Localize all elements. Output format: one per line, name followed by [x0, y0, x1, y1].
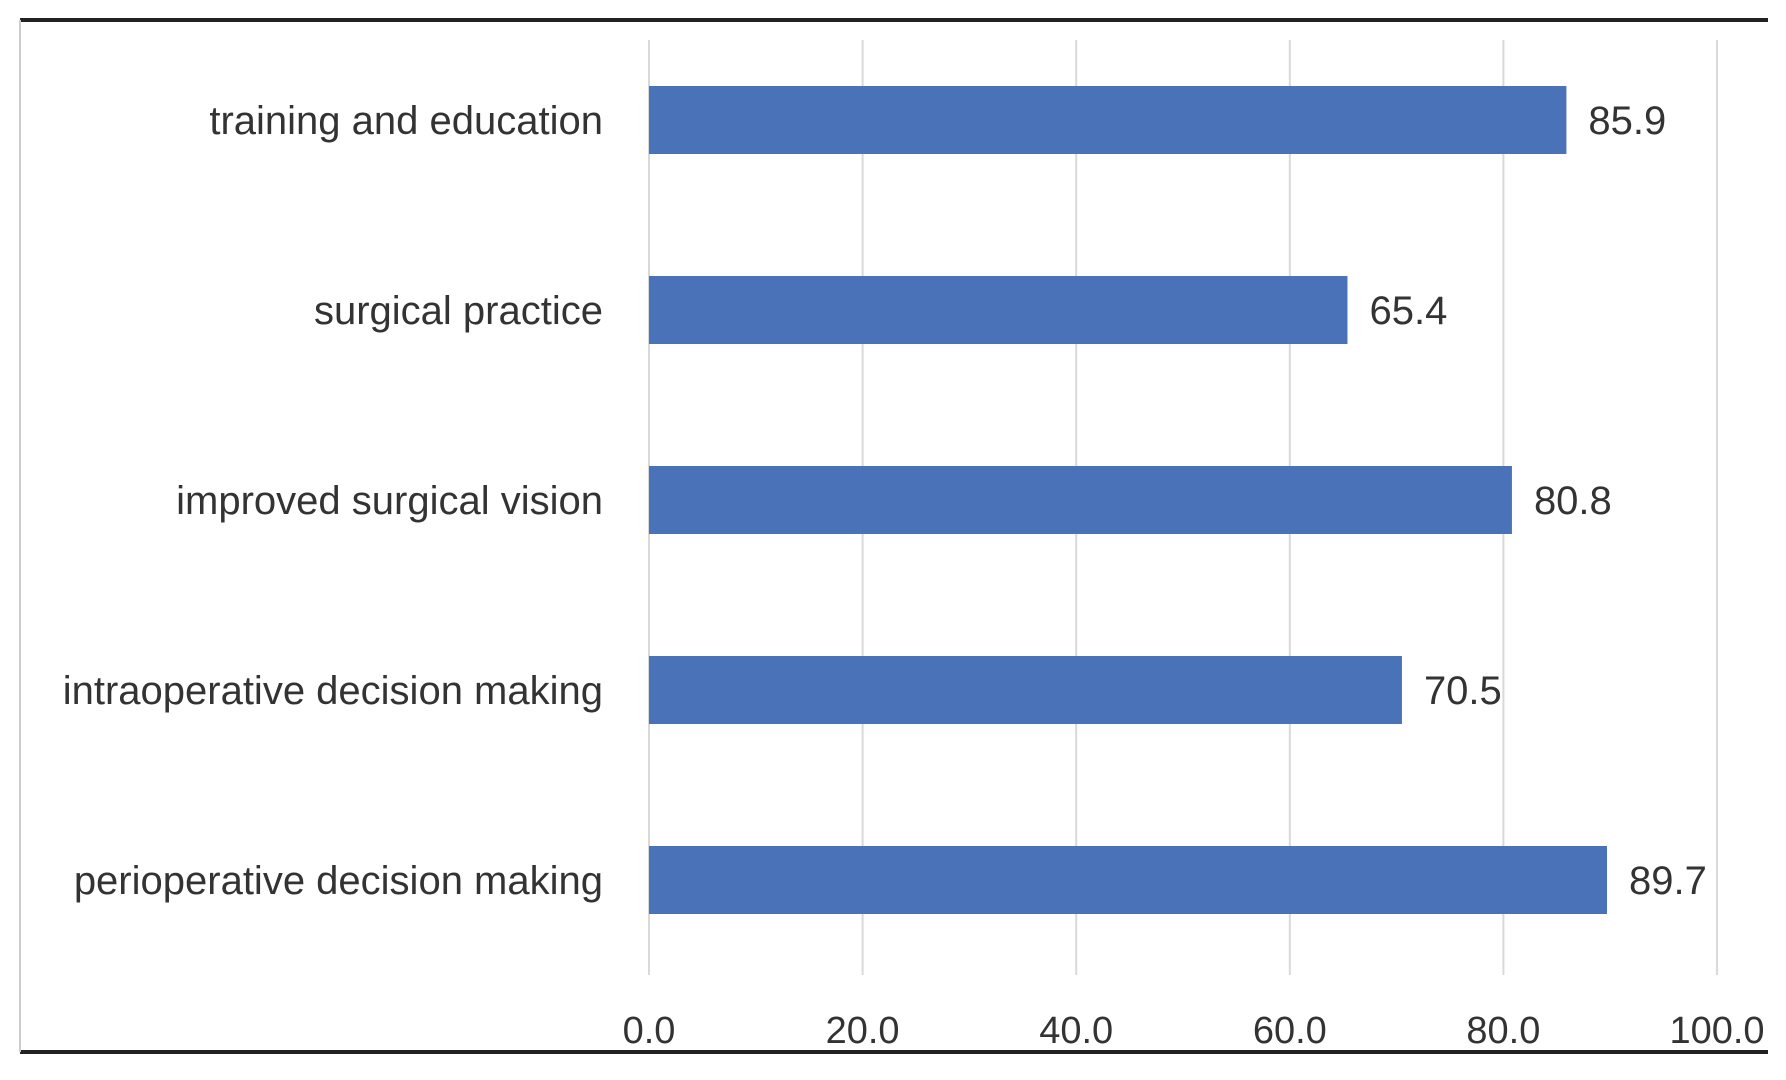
- x-tick-label: 40.0: [1039, 1010, 1113, 1052]
- category-label: training and education: [209, 99, 603, 143]
- bar: [649, 276, 1348, 344]
- value-label: 89.7: [1629, 859, 1707, 903]
- category-label: intraoperative decision making: [63, 669, 603, 713]
- labels-layer: 0.0 20.0 40.0 60.0 80.0 100.0 training and edu…: [63, 99, 1765, 1052]
- x-tick-label: 60.0: [1253, 1010, 1327, 1052]
- bar: [649, 466, 1512, 534]
- bars-layer: [649, 86, 1607, 914]
- value-label: 65.4: [1369, 289, 1447, 333]
- value-label: 80.8: [1534, 479, 1612, 523]
- bar: [649, 846, 1607, 914]
- bar: [649, 656, 1402, 724]
- value-label: 85.9: [1588, 99, 1666, 143]
- frame-layer: [19, 18, 1768, 1054]
- category-label: surgical practice: [314, 289, 603, 333]
- x-tick-label: 80.0: [1466, 1010, 1540, 1052]
- x-tick-label: 0.0: [623, 1010, 676, 1052]
- x-tick-label: 100.0: [1669, 1010, 1764, 1052]
- category-label: improved surgical vision: [176, 479, 603, 523]
- bar: [649, 86, 1567, 154]
- category-label: perioperative decision making: [74, 859, 603, 903]
- x-tick-label: 20.0: [826, 1010, 900, 1052]
- value-label: 70.5: [1424, 669, 1502, 713]
